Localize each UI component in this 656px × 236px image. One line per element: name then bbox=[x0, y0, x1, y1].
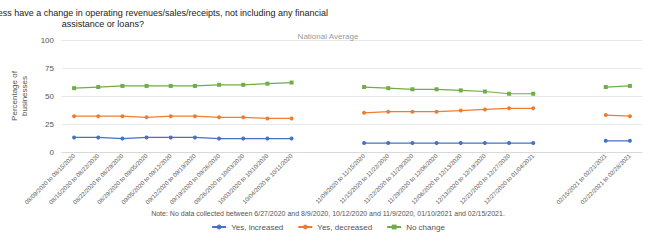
svg-text:100: 100 bbox=[41, 36, 55, 45]
svg-text:09/05/2020 to 09/12/2020: 09/05/2020 to 09/12/2020 bbox=[120, 152, 173, 206]
svg-text:Yes, increased: Yes, increased bbox=[231, 223, 283, 232]
svg-text:Percentage of: Percentage of bbox=[10, 70, 19, 121]
svg-text:Note: No data collected betwee: Note: No data collected between 6/27/202… bbox=[151, 210, 505, 217]
svg-text:businesses: businesses bbox=[20, 76, 29, 116]
svg-text:11/15/2020 to 11/22/2020: 11/15/2020 to 11/22/2020 bbox=[339, 152, 391, 204]
svg-text:assistance or loans?: assistance or loans? bbox=[62, 19, 144, 29]
svg-text:25: 25 bbox=[45, 120, 54, 129]
svg-text:12/06/2020 to 12/13/2020: 12/06/2020 to 12/13/2020 bbox=[410, 152, 463, 206]
svg-text:50: 50 bbox=[45, 92, 54, 101]
svg-text:08/15/2020 to 08/22/2020: 08/15/2020 to 08/22/2020 bbox=[47, 152, 101, 206]
svg-text:08/29/2020 to 09/05/2020: 08/29/2020 to 09/05/2020 bbox=[96, 152, 149, 206]
svg-text:11/22/2020 to 11/29/2020: 11/22/2020 to 11/29/2020 bbox=[363, 152, 415, 204]
svg-text:08/22/2020 to 08/29/2020: 08/22/2020 to 08/29/2020 bbox=[72, 152, 125, 206]
svg-text:02/15/2021 to 02/21/2021: 02/15/2021 to 02/21/2021 bbox=[555, 152, 608, 206]
svg-text:08/09/2020 to 08/15/2020: 08/09/2020 to 08/15/2020 bbox=[23, 152, 77, 206]
svg-text:09/19/2020 to 09/26/2020: 09/19/2020 to 09/26/2020 bbox=[168, 152, 222, 206]
svg-text:75: 75 bbox=[45, 64, 54, 73]
svg-text:12/21/2020 to 12/27/2020: 12/21/2020 to 12/27/2020 bbox=[458, 152, 512, 206]
svg-text:No change: No change bbox=[406, 223, 445, 232]
svg-text:0: 0 bbox=[50, 148, 55, 157]
svg-text:10/04/2020 to 10/11/2020: 10/04/2020 to 10/11/2020 bbox=[242, 152, 295, 205]
svg-text:Yes, decreased: Yes, decreased bbox=[317, 223, 372, 232]
svg-text:11/09/2020 to 11/15/2020: 11/09/2020 to 11/15/2020 bbox=[314, 152, 366, 204]
svg-text:11/29/2020 to 12/06/2020: 11/29/2020 to 12/06/2020 bbox=[387, 152, 440, 205]
svg-text:09/12/2020 to 09/19/2020: 09/12/2020 to 09/19/2020 bbox=[144, 152, 197, 206]
svg-text:12/13/2020 to 12/19/2020: 12/13/2020 to 12/19/2020 bbox=[434, 152, 487, 206]
svg-text:National Average: National Average bbox=[298, 32, 359, 41]
svg-text:02/22/2021 to 02/28/2021: 02/22/2021 to 02/28/2021 bbox=[580, 152, 633, 205]
svg-text:12/27/2020 to 01/04/2021: 12/27/2020 to 01/04/2021 bbox=[483, 152, 536, 205]
svg-text:In the last week, did this bus: In the last week, did this business have… bbox=[0, 8, 328, 18]
svg-text:10/03/2020 to 10/10/2020: 10/03/2020 to 10/10/2020 bbox=[217, 152, 270, 206]
svg-text:09/26/2020 to 10/03/2020: 09/26/2020 to 10/03/2020 bbox=[192, 152, 246, 206]
